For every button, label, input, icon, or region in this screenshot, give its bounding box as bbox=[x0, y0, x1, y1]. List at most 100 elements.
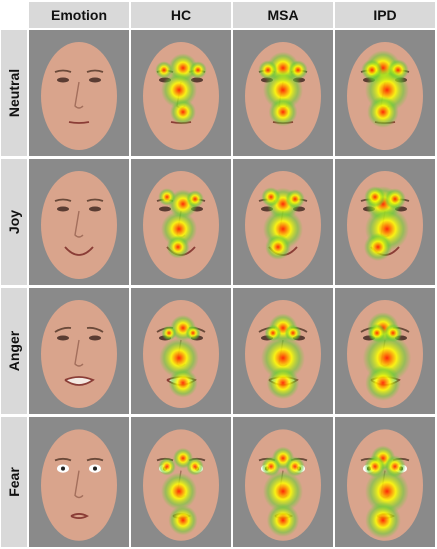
face-image bbox=[41, 171, 117, 279]
heat-blob bbox=[365, 501, 401, 539]
heatmap-face-anger-hc bbox=[131, 288, 231, 414]
eyebrow bbox=[86, 198, 104, 202]
heat-blob bbox=[161, 325, 177, 341]
heat-blob bbox=[268, 97, 298, 127]
heat-blob bbox=[159, 338, 199, 378]
nose bbox=[74, 339, 84, 367]
heat-blob bbox=[158, 188, 176, 206]
heatmap-face-joy-hc bbox=[131, 159, 231, 285]
heat-blob bbox=[155, 61, 173, 79]
heat-blob bbox=[161, 211, 197, 247]
face-image bbox=[347, 429, 423, 541]
row-header-fear: Fear bbox=[1, 417, 27, 547]
eyebrow bbox=[54, 457, 72, 462]
heat-blob bbox=[364, 186, 386, 208]
left-eye bbox=[57, 206, 69, 212]
face-image bbox=[245, 42, 321, 150]
pupil bbox=[93, 466, 97, 471]
heat-blob bbox=[261, 187, 281, 207]
nose bbox=[74, 470, 84, 499]
face-image bbox=[41, 300, 117, 408]
heat-blob bbox=[168, 505, 198, 536]
heat-blob bbox=[168, 368, 198, 398]
face-oval bbox=[41, 42, 117, 150]
eyebrow bbox=[54, 69, 72, 73]
eyebrow bbox=[86, 457, 104, 462]
left-eye bbox=[57, 335, 69, 341]
mouth bbox=[70, 513, 90, 520]
heat-blob bbox=[367, 96, 399, 128]
heat-blob bbox=[185, 325, 201, 341]
face-image bbox=[347, 171, 423, 279]
eyebrow bbox=[54, 198, 72, 202]
heatmap-face-anger-ipd bbox=[335, 288, 435, 414]
heat-blob bbox=[384, 188, 406, 210]
mouth bbox=[64, 376, 95, 386]
face-oval bbox=[41, 429, 117, 541]
face-image bbox=[347, 42, 423, 150]
column-header-msa: MSA bbox=[233, 2, 333, 28]
row-header-joy: Joy bbox=[1, 159, 27, 285]
nose bbox=[74, 210, 84, 238]
heatmap-face-anger-msa bbox=[233, 288, 333, 414]
mouth bbox=[68, 121, 90, 124]
eyebrow bbox=[86, 326, 104, 333]
heat-blob bbox=[161, 72, 197, 108]
heat-blob bbox=[186, 190, 204, 208]
heatmap-face-neutral-msa bbox=[233, 30, 333, 156]
row-label-neutral: Neutral bbox=[6, 68, 23, 118]
column-header-ipd: IPD bbox=[335, 2, 435, 28]
pupil bbox=[61, 466, 65, 471]
eyebrow bbox=[54, 326, 72, 333]
row-label-anger: Anger bbox=[6, 330, 23, 372]
column-header-emotion: Emotion bbox=[29, 2, 129, 28]
eyebrow bbox=[86, 69, 104, 73]
heat-blob bbox=[285, 189, 305, 209]
nose bbox=[74, 81, 84, 109]
heatmap-face-neutral-hc bbox=[131, 30, 231, 156]
heat-blob bbox=[261, 336, 305, 380]
right-eye bbox=[89, 206, 101, 212]
face-photo-anger-emotion bbox=[29, 288, 129, 414]
heat-blob bbox=[263, 470, 303, 512]
face-oval bbox=[41, 300, 117, 408]
heatmap-face-neutral-ipd bbox=[335, 30, 435, 156]
heatmap-face-fear-hc bbox=[131, 417, 231, 547]
heatmap-face-fear-msa bbox=[233, 417, 333, 547]
left-eye bbox=[159, 206, 171, 212]
heat-blob bbox=[285, 456, 305, 477]
heat-blob bbox=[170, 99, 196, 125]
row-header-anger: Anger bbox=[1, 288, 27, 414]
right-eye bbox=[89, 77, 101, 83]
heat-blob bbox=[189, 61, 207, 79]
face-image bbox=[143, 42, 219, 150]
face-image bbox=[41, 42, 117, 150]
heatmap-face-fear-ipd bbox=[335, 417, 435, 547]
face-photo-joy-emotion bbox=[29, 159, 129, 285]
mouth bbox=[64, 246, 94, 256]
heat-blob bbox=[161, 472, 197, 510]
row-label-fear: Fear bbox=[6, 467, 23, 497]
heat-blob bbox=[166, 235, 190, 259]
face-photo-neutral-emotion bbox=[29, 30, 129, 156]
face-image bbox=[143, 429, 219, 541]
face-image bbox=[245, 171, 321, 279]
heat-blob bbox=[186, 457, 204, 476]
heatmap-face-joy-ipd bbox=[335, 159, 435, 285]
heat-blob bbox=[266, 366, 300, 400]
face-photo-fear-emotion bbox=[29, 417, 129, 547]
heat-blob bbox=[261, 456, 281, 477]
heat-blob bbox=[158, 457, 176, 476]
heat-blob bbox=[263, 70, 303, 110]
face-image bbox=[143, 171, 219, 279]
row-header-neutral: Neutral bbox=[1, 30, 27, 156]
column-header-hc: HC bbox=[131, 2, 231, 28]
heat-blob bbox=[266, 503, 300, 537]
heat-blob bbox=[365, 468, 409, 514]
face-image bbox=[143, 300, 219, 408]
face-oval bbox=[41, 171, 117, 279]
face-image bbox=[245, 429, 321, 541]
face-image bbox=[41, 429, 117, 541]
heatmap-face-joy-msa bbox=[233, 159, 333, 285]
